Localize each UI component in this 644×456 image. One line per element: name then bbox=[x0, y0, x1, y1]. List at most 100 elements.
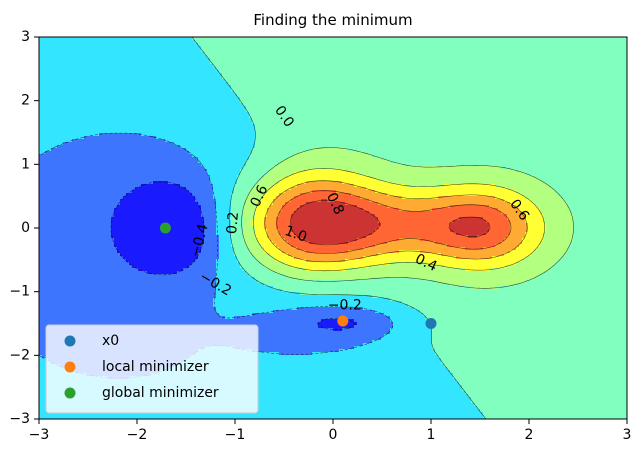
contour-cell-400 bbox=[510, 229, 529, 233]
contour-cell-469 bbox=[522, 241, 541, 245]
contour-cell-429 bbox=[282, 235, 298, 239]
contour-cell-294 bbox=[243, 211, 256, 215]
contour-cell-331 bbox=[483, 217, 508, 221]
contour-cell-122 bbox=[207, 169, 241, 173]
contour-cell-174 bbox=[135, 187, 187, 191]
contour-cell-761 bbox=[39, 409, 481, 413]
contour-cell-163 bbox=[213, 184, 235, 188]
contour-cell-43 bbox=[240, 100, 627, 104]
contour-cell-64 bbox=[39, 133, 100, 137]
contour-cell-155 bbox=[279, 181, 307, 185]
contour-cell-171 bbox=[495, 184, 550, 188]
contour-cell-181 bbox=[366, 187, 508, 191]
contour-cell-80 bbox=[39, 145, 58, 149]
contour-cell-55 bbox=[252, 118, 627, 122]
contour-cell-450 bbox=[420, 238, 505, 242]
contour-cell-595 bbox=[216, 274, 250, 278]
contour-cell-559 bbox=[261, 262, 286, 266]
contour-cell-264 bbox=[300, 205, 358, 209]
contour-cell-702 bbox=[339, 349, 436, 353]
contour-cell-242 bbox=[198, 202, 217, 206]
contour-cell-439 bbox=[114, 238, 205, 242]
contour-cell-356 bbox=[216, 223, 232, 227]
contour-cell-304 bbox=[39, 214, 115, 218]
contour-cell-345 bbox=[291, 220, 379, 224]
contour-cell-138 bbox=[264, 175, 289, 179]
contour-cell-247 bbox=[273, 202, 286, 206]
contour-cell-227 bbox=[195, 199, 217, 203]
contour-cell-497 bbox=[465, 247, 484, 251]
contour-cell-201 bbox=[231, 193, 250, 197]
contour-cell-366 bbox=[510, 223, 529, 227]
contour-cell-441 bbox=[219, 238, 232, 242]
contour-cell-269 bbox=[516, 205, 538, 209]
contour-cell-692 bbox=[363, 343, 433, 347]
contour-cell-617 bbox=[216, 286, 274, 290]
contour-cell-416 bbox=[486, 232, 511, 236]
contour-cell-709 bbox=[39, 355, 43, 359]
contour-cell-197 bbox=[39, 193, 127, 197]
contour-cell-172 bbox=[549, 184, 627, 188]
contour-cell-406 bbox=[204, 232, 217, 236]
contour-cell-533 bbox=[219, 256, 238, 260]
contour-cell-23 bbox=[219, 70, 627, 74]
contour-cell-568 bbox=[216, 265, 241, 269]
contour-cell-521 bbox=[234, 253, 253, 257]
contour-cell-240 bbox=[39, 202, 121, 206]
contour-cell-597 bbox=[285, 274, 541, 278]
contour-cell-353 bbox=[39, 223, 112, 227]
contour-cell-212 bbox=[195, 196, 214, 200]
contour-cell-706 bbox=[279, 352, 313, 356]
contour-cell-611 bbox=[39, 283, 217, 287]
contour-cell-139 bbox=[288, 175, 370, 179]
contour-cell-132 bbox=[294, 172, 358, 176]
contour-cell-640 bbox=[216, 307, 298, 311]
contour-cell-465 bbox=[348, 241, 388, 245]
contour-cell-548 bbox=[258, 259, 277, 263]
contour-cell-51 bbox=[249, 112, 627, 116]
contour-cell-237 bbox=[504, 199, 532, 203]
legend-label-0: x0 bbox=[102, 333, 119, 349]
contour-cell-239 bbox=[564, 199, 627, 203]
y-tick-label-3: 0 bbox=[21, 220, 30, 236]
contour-cell-766 bbox=[483, 415, 627, 419]
contour-cell-336 bbox=[39, 220, 112, 224]
contour-cell-165 bbox=[255, 184, 274, 188]
contour-cell-543 bbox=[39, 259, 127, 263]
contour-cell-96 bbox=[39, 154, 193, 158]
contour-cell-438 bbox=[39, 238, 115, 242]
contour-cell-501 bbox=[567, 247, 627, 251]
contour-label-1: 0.2 bbox=[224, 211, 242, 235]
contour-cell-157 bbox=[342, 181, 391, 185]
contour-cell-716 bbox=[441, 358, 627, 362]
contour-cell-35 bbox=[231, 88, 627, 92]
legend-label-2: global minimizer bbox=[102, 385, 219, 401]
contour-cell-65 bbox=[99, 133, 142, 137]
contour-cell-37 bbox=[234, 91, 627, 95]
contour-cell-261 bbox=[258, 205, 271, 209]
contour-cell-550 bbox=[306, 259, 346, 263]
contour-cell-527 bbox=[504, 253, 532, 257]
contour-cell-118 bbox=[243, 166, 274, 170]
contour-cell-236 bbox=[369, 199, 505, 203]
contour-cell-160 bbox=[39, 184, 142, 188]
contour-cell-360 bbox=[264, 223, 277, 227]
contour-cell-63 bbox=[255, 130, 627, 134]
contour-cell-544 bbox=[126, 259, 196, 263]
contour-label-8: −0.2 bbox=[328, 298, 362, 314]
contour-cell-370 bbox=[39, 226, 112, 230]
contour-cell-629 bbox=[372, 295, 627, 299]
contour-cell-52 bbox=[39, 115, 250, 119]
contour-cell-724 bbox=[444, 364, 627, 368]
legend-marker-0 bbox=[64, 335, 76, 347]
contour-cell-500 bbox=[537, 247, 568, 251]
contour-cell-335 bbox=[573, 217, 627, 221]
contour-cell-456 bbox=[114, 241, 205, 245]
contour-cell-68 bbox=[39, 136, 85, 140]
contour-cell-474 bbox=[201, 244, 220, 248]
contour-cell-545 bbox=[195, 259, 217, 263]
y-tick-label-6: 3 bbox=[21, 29, 30, 45]
contour-cell-672 bbox=[393, 325, 433, 329]
contour-cell-715 bbox=[186, 358, 442, 362]
contour-cell-642 bbox=[363, 307, 415, 311]
